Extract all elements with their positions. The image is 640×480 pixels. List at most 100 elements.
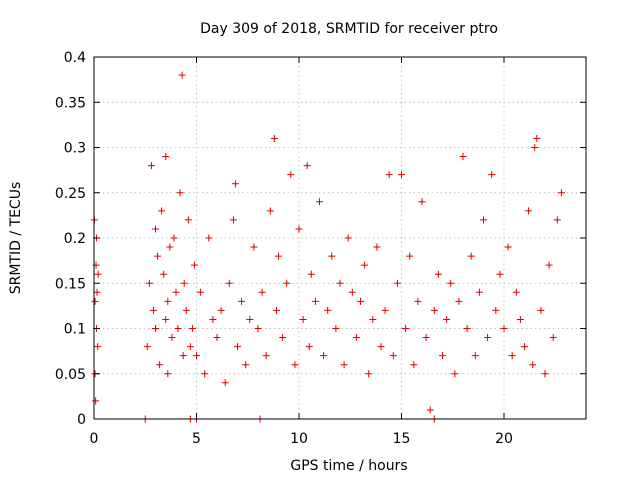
data-point <box>475 288 483 296</box>
y-tick-label: 0.05 <box>55 367 86 383</box>
data-point <box>553 216 561 224</box>
data-point <box>180 279 188 287</box>
data-point <box>162 315 170 323</box>
y-tick-label: 0.3 <box>64 141 86 157</box>
data-point <box>91 297 99 305</box>
data-point <box>340 361 348 369</box>
data-point <box>516 315 524 323</box>
data-point <box>336 279 344 287</box>
data-point <box>471 352 479 360</box>
grid-lines <box>94 57 586 419</box>
data-point <box>373 243 381 251</box>
data-point <box>168 334 176 342</box>
data-point <box>94 270 102 278</box>
data-point <box>447 279 455 287</box>
data-point <box>193 352 200 360</box>
data-point <box>205 234 213 242</box>
data-point <box>541 370 549 378</box>
data-point <box>238 297 246 305</box>
data-point <box>229 216 237 224</box>
y-tick-label: 0.4 <box>64 50 86 66</box>
data-point <box>305 343 313 351</box>
data-point <box>213 334 221 342</box>
data-point <box>549 334 557 342</box>
data-point <box>174 325 182 332</box>
x-tick-label: 0 <box>90 431 99 447</box>
data-point <box>156 361 164 369</box>
data-point <box>496 270 504 278</box>
data-point <box>93 288 101 296</box>
data-point <box>262 352 270 360</box>
x-tick-label: 5 <box>192 431 201 447</box>
data-point <box>270 134 278 142</box>
data-point <box>94 343 102 351</box>
data-point <box>221 379 229 387</box>
data-point <box>414 297 422 305</box>
data-point <box>459 153 467 161</box>
axis-ticks: 0 0.05 0.1 0.15 0.2 0.25 0.3 0.35 0.4 0 5 10 15 20 <box>55 50 586 447</box>
y-tick-label: 0.1 <box>64 322 86 338</box>
data-point <box>365 370 373 378</box>
data-point <box>172 288 180 296</box>
data-point <box>158 207 166 215</box>
plot-frame <box>93 56 587 420</box>
data-point <box>152 325 159 332</box>
data-point <box>488 171 496 179</box>
data-point <box>162 153 170 161</box>
data-point <box>434 270 442 278</box>
data-point <box>179 352 187 360</box>
data-point <box>402 325 410 332</box>
y-tick-label: 0.25 <box>55 186 86 202</box>
y-tick-label: 0 <box>77 412 86 428</box>
data-point <box>291 361 299 369</box>
data-point <box>316 198 323 206</box>
data-point <box>225 279 233 287</box>
data-point <box>234 343 241 351</box>
data-point <box>272 306 280 314</box>
data-point <box>406 252 414 260</box>
data-point <box>143 343 151 351</box>
data-point <box>160 270 168 278</box>
data-point <box>231 180 239 188</box>
data-point <box>492 306 500 314</box>
data-point <box>190 261 198 269</box>
data-point <box>197 288 205 296</box>
data-point <box>410 361 418 369</box>
data-point <box>311 297 319 305</box>
x-axis-label: GPS time / hours <box>290 458 407 474</box>
data-point <box>295 225 303 233</box>
x-tick-label: 20 <box>495 431 513 447</box>
data-point <box>320 352 328 360</box>
data-point <box>152 225 159 233</box>
data-points <box>90 71 565 423</box>
y-tick-label: 0.2 <box>64 231 86 247</box>
data-point <box>381 306 389 314</box>
data-point <box>217 306 225 314</box>
data-point <box>451 370 459 378</box>
data-point <box>250 243 258 251</box>
data-point <box>166 243 174 251</box>
data-point <box>279 334 287 342</box>
y-tick-label: 0.35 <box>55 95 86 111</box>
y-tick-label: 0.15 <box>55 276 86 292</box>
data-point <box>332 325 340 332</box>
data-point <box>443 315 451 323</box>
data-point <box>484 334 492 342</box>
data-point <box>377 343 385 351</box>
data-point <box>184 216 192 224</box>
data-point <box>533 134 541 142</box>
data-point <box>426 406 434 414</box>
data-point <box>529 361 537 369</box>
data-point <box>164 297 172 305</box>
data-point <box>369 315 377 323</box>
data-point <box>242 361 250 369</box>
x-tick-label: 10 <box>290 431 308 447</box>
data-point <box>287 171 295 179</box>
data-point <box>254 325 262 332</box>
data-point <box>508 352 516 360</box>
data-point <box>389 352 397 360</box>
data-point <box>246 315 254 323</box>
data-point <box>430 306 438 314</box>
data-point <box>512 288 520 296</box>
data-point <box>537 306 545 314</box>
